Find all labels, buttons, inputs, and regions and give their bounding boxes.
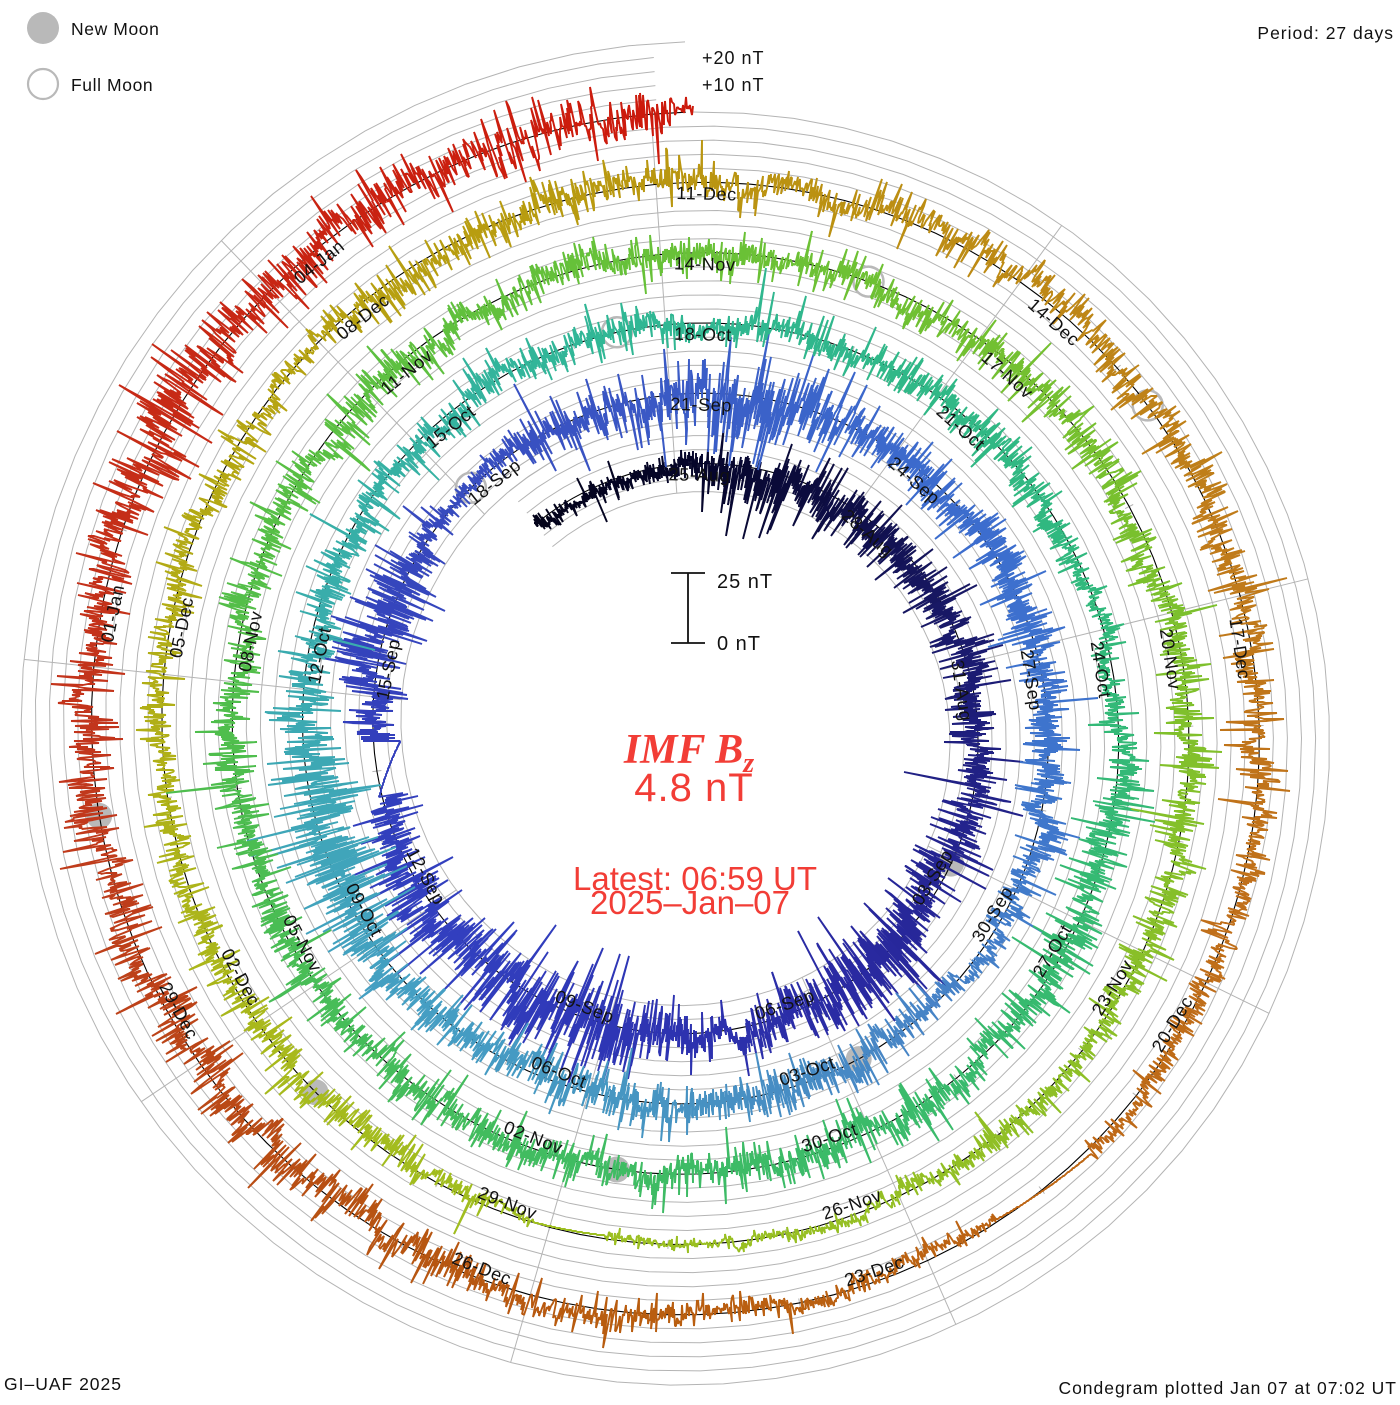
svg-text:Full Moon: Full Moon: [71, 75, 153, 95]
svg-text:4.8 nT: 4.8 nT: [634, 766, 753, 810]
svg-text:14-Nov: 14-Nov: [674, 253, 736, 275]
svg-text:Period: 27 days: Period: 27 days: [1257, 23, 1394, 43]
svg-text:2025–Jan–07: 2025–Jan–07: [590, 884, 790, 921]
svg-text:GI–UAF 2025: GI–UAF 2025: [4, 1374, 122, 1394]
svg-text:25-Aug: 25-Aug: [668, 464, 730, 486]
svg-text:0 nT: 0 nT: [717, 633, 761, 655]
svg-text:18-Oct: 18-Oct: [674, 324, 732, 345]
svg-text:+20 nT: +20 nT: [702, 48, 765, 68]
svg-text:New Moon: New Moon: [71, 19, 159, 39]
svg-text:+10 nT: +10 nT: [702, 75, 765, 95]
svg-text:21-Sep: 21-Sep: [670, 394, 732, 416]
svg-text:Condegram plotted Jan 07 at 07: Condegram plotted Jan 07 at 07:02 UT: [1058, 1378, 1397, 1398]
svg-text:25 nT: 25 nT: [717, 571, 773, 593]
svg-text:11-Dec: 11-Dec: [676, 183, 737, 204]
